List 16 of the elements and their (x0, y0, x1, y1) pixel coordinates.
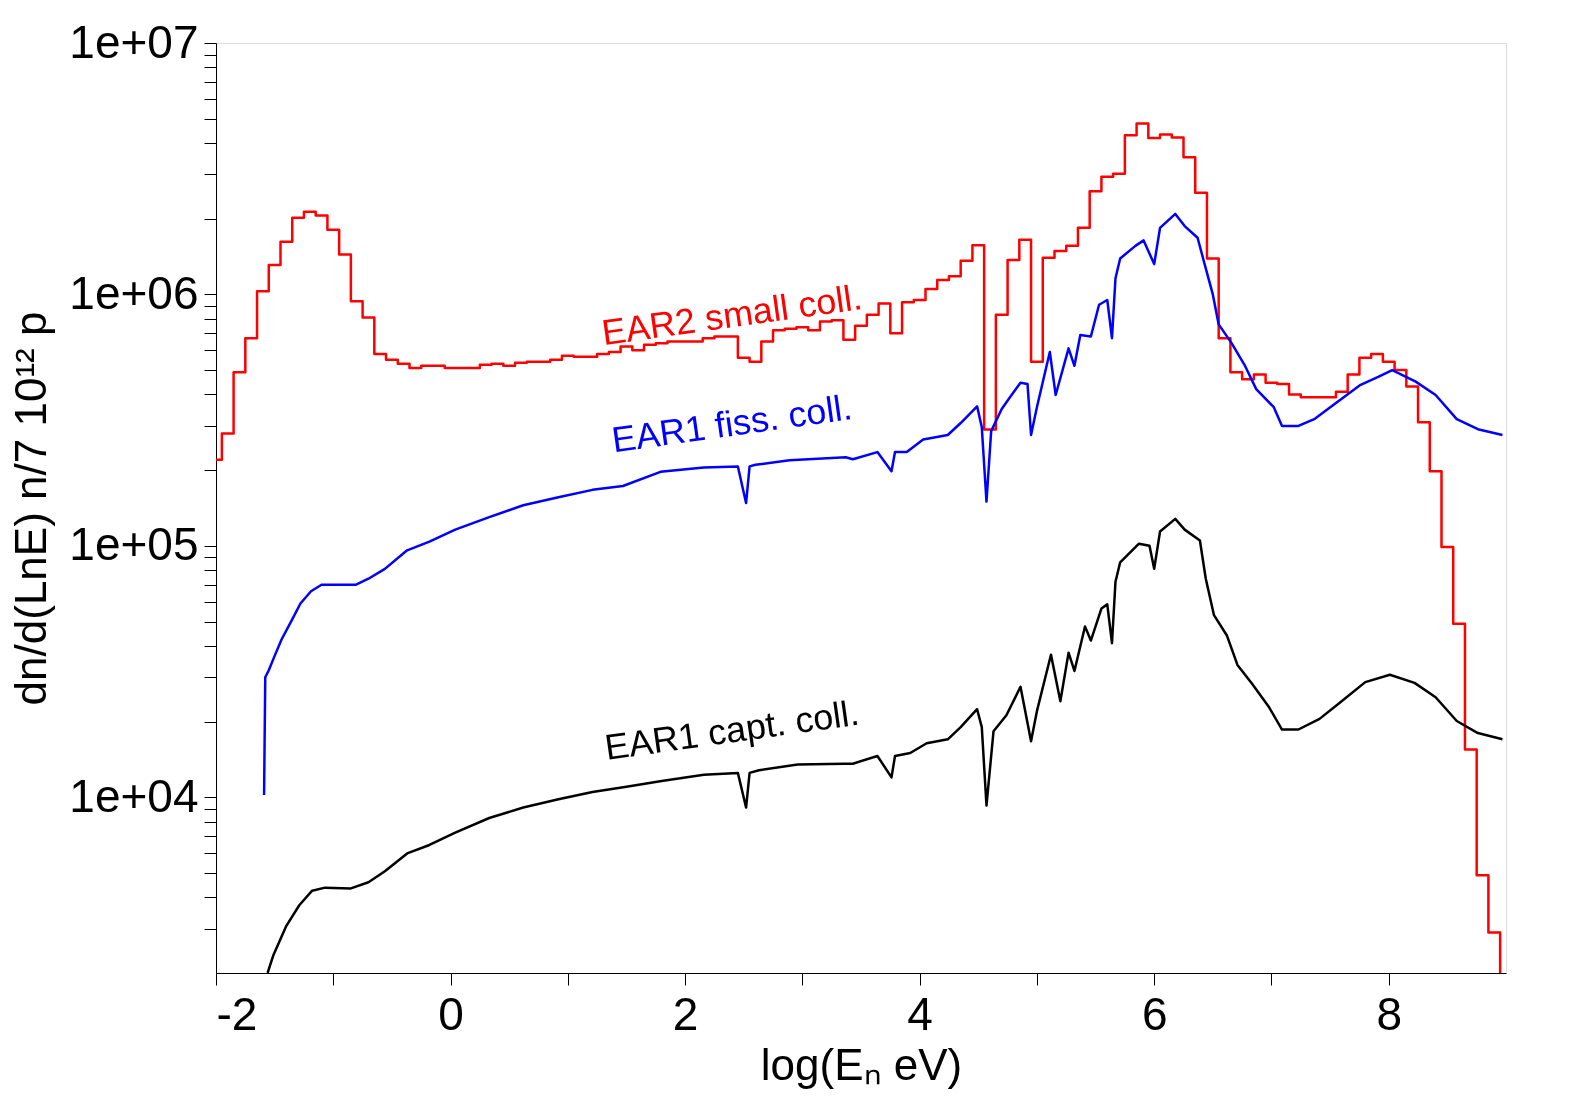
text: EAR2 small coll. (599, 276, 865, 354)
x-tick-label: 0 (438, 987, 464, 1040)
y-tick-label: 1e+06 (69, 266, 199, 319)
x-tick-label: 8 (1376, 987, 1403, 1040)
y-tick-label: 1e+07 (69, 15, 199, 68)
y-axis-title: dn/d(LnE) n/7 10¹² p (6, 311, 56, 706)
x-tick-label: 6 (1141, 987, 1168, 1040)
text: EAR1 fiss. coll. (609, 386, 855, 461)
x-tick-label: 4 (907, 987, 933, 1040)
x-axis-title: log(Eₙ eV) (760, 1039, 963, 1089)
y-tick-label: 1e+05 (69, 518, 199, 571)
x-tick-label: -2 (216, 987, 258, 1040)
y-tick-label: 1e+04 (69, 769, 199, 822)
text: EAR1 capt. coll. (602, 691, 862, 768)
line-series (262, 212, 1504, 797)
x-tick-label: 2 (672, 987, 699, 1040)
